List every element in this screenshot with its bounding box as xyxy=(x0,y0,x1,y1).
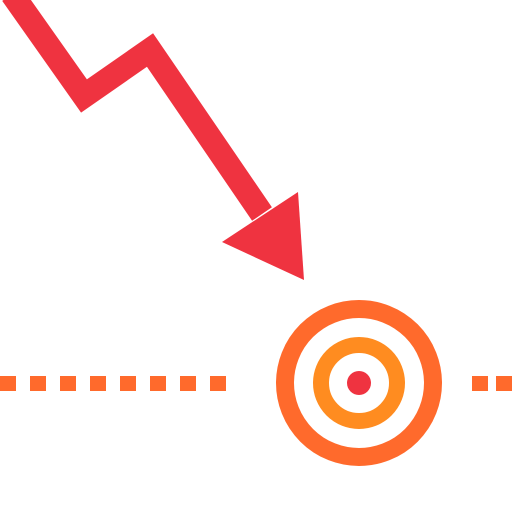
downtrend-arrow-icon xyxy=(2,0,304,280)
baseline-dash xyxy=(0,376,16,391)
baseline-dash xyxy=(180,376,196,391)
dashed-baseline-right xyxy=(472,376,512,391)
target-center-dot xyxy=(347,371,371,395)
baseline-dash xyxy=(120,376,136,391)
arrow-zigzag-line xyxy=(2,0,272,221)
baseline-dash xyxy=(90,376,106,391)
baseline-dash xyxy=(210,376,226,391)
target-icon xyxy=(276,300,442,466)
baseline-dash xyxy=(60,376,76,391)
baseline-dash xyxy=(30,376,46,391)
arrow-head xyxy=(222,192,304,280)
baseline-dash xyxy=(472,376,488,391)
dashed-baseline-left xyxy=(0,376,226,391)
baseline-dash xyxy=(150,376,166,391)
target-inner-ring xyxy=(313,337,405,429)
baseline-dash xyxy=(496,376,512,391)
target-outer-ring xyxy=(276,300,442,466)
